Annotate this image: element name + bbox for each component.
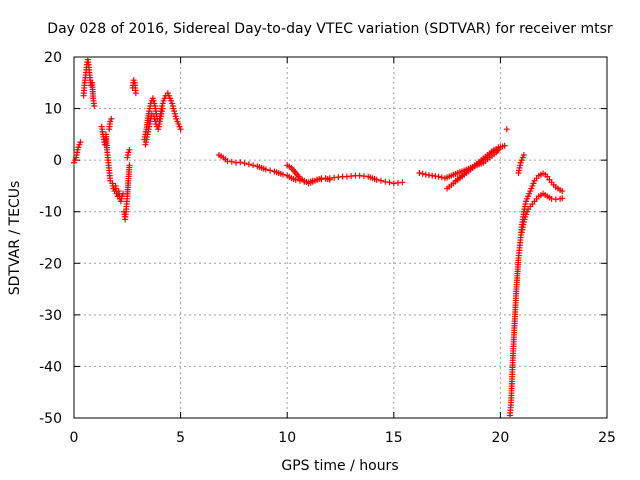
data-point [108, 115, 115, 122]
y-tick-label: -50 [39, 411, 62, 427]
data-point [559, 188, 566, 195]
data-point [132, 90, 139, 97]
y-tick-label: -10 [39, 205, 62, 221]
y-tick-label: -40 [39, 359, 62, 375]
data-point [435, 173, 442, 180]
data-point [501, 142, 508, 149]
data-point [559, 195, 566, 202]
x-axis-label: GPS time / hours [281, 458, 398, 474]
data-point [91, 102, 98, 109]
data-point [292, 176, 299, 183]
chart-title: Day 028 of 2016, Sidereal Day-to-day VTE… [47, 21, 613, 37]
data-point [245, 161, 252, 168]
data-point [262, 166, 269, 173]
x-tick-label: 15 [385, 430, 403, 446]
data-point [126, 146, 133, 153]
data-point [279, 171, 286, 178]
data-point [419, 170, 426, 177]
plot-frame [73, 56, 608, 419]
x-tick-labels: 0 5 10 15 20 25 [70, 430, 616, 446]
data-point [77, 139, 84, 146]
data-point [373, 176, 380, 183]
x-tick-label: 0 [70, 430, 79, 446]
x-tick-label: 10 [278, 430, 296, 446]
data-point [326, 176, 333, 183]
data-point [495, 144, 502, 151]
y-tick-label: 20 [44, 50, 62, 66]
x-tick-label: 5 [176, 430, 185, 446]
data-point [399, 179, 406, 186]
data-point [503, 126, 510, 133]
data-point [126, 162, 133, 169]
data-point [177, 126, 184, 133]
data-point [228, 158, 235, 165]
data-point [438, 174, 445, 181]
y-tick-label: 10 [44, 102, 62, 118]
data-point [159, 105, 166, 112]
y-tick-label: 0 [53, 153, 62, 169]
x-tick-label: 25 [598, 430, 616, 446]
data-point [237, 159, 244, 166]
data-points [71, 56, 566, 419]
data-point [416, 170, 423, 177]
data-point [267, 167, 274, 174]
y-tick-labels: 20 10 0 -10 -20 -30 -40 -50 [39, 50, 62, 427]
y-tick-label: -30 [39, 308, 62, 324]
data-point [544, 173, 551, 180]
data-point [386, 179, 393, 186]
data-point [520, 151, 527, 158]
data-point [250, 162, 257, 169]
data-point [378, 177, 385, 184]
y-tick-label: -20 [39, 256, 62, 272]
grid [74, 57, 607, 418]
data-point [241, 160, 248, 167]
y-axis-label: SDTVAR / TECUs [7, 181, 23, 296]
axis-ticks [73, 56, 608, 419]
x-tick-label: 20 [491, 430, 509, 446]
data-point [491, 146, 498, 153]
